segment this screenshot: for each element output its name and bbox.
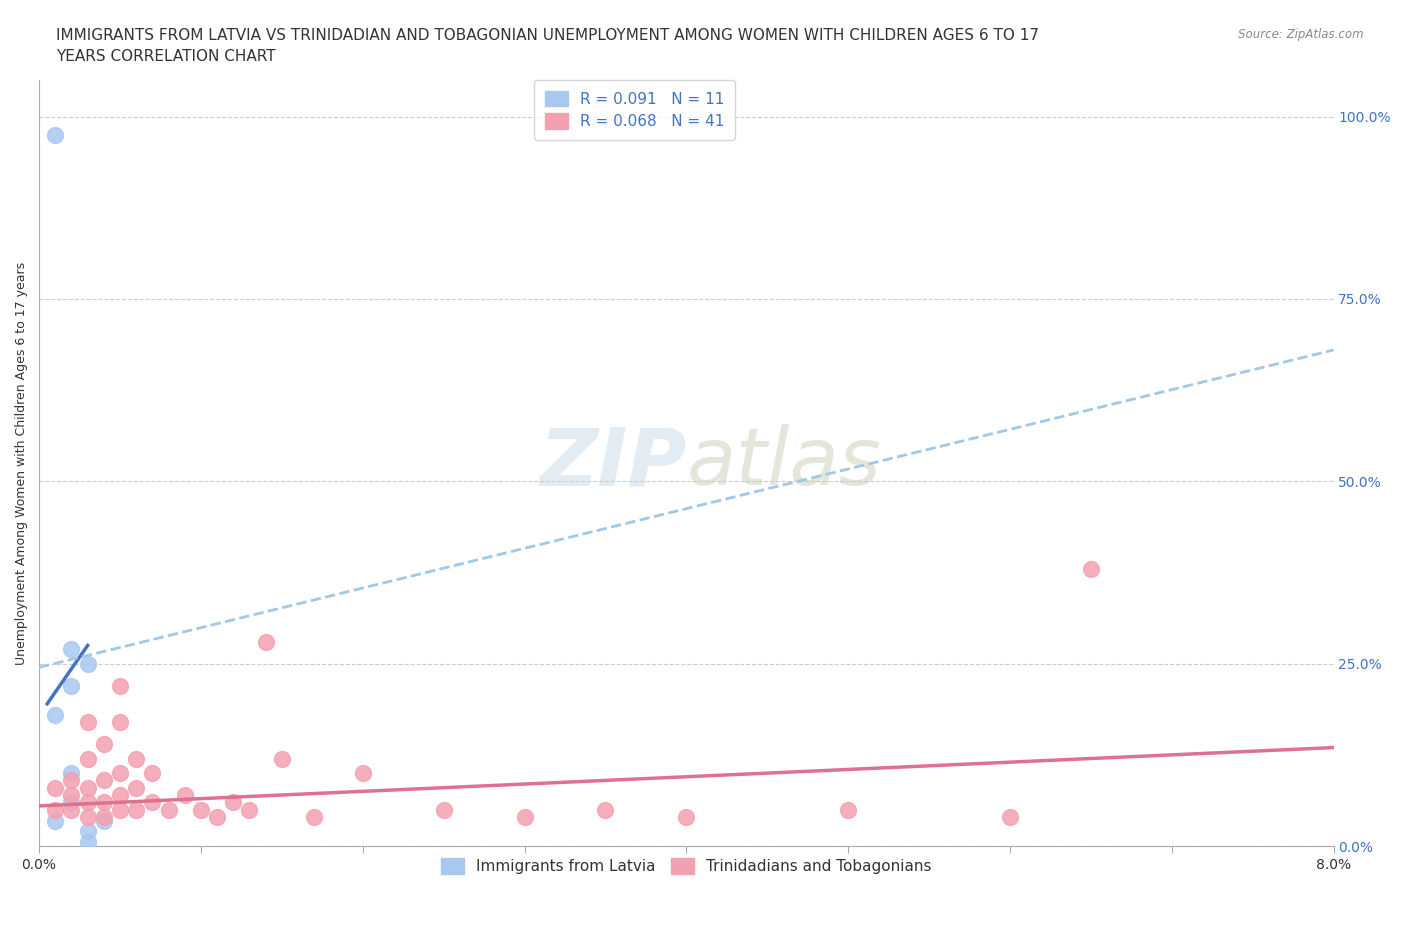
Point: [76, 780, 98, 795]
Point: [93, 813, 115, 828]
Point: [125, 803, 148, 817]
Point: [44, 127, 66, 142]
Text: atlas: atlas: [686, 424, 882, 502]
Point: [595, 803, 617, 817]
Point: [998, 809, 1021, 824]
Point: [302, 809, 325, 824]
Point: [76, 809, 98, 824]
Point: [108, 803, 131, 817]
Point: [238, 803, 260, 817]
Point: [837, 803, 859, 817]
Point: [254, 634, 277, 649]
Point: [108, 714, 131, 729]
Point: [60, 788, 83, 803]
Point: [60, 765, 83, 780]
Point: [44, 803, 66, 817]
Point: [76, 657, 98, 671]
Point: [108, 678, 131, 693]
Point: [44, 813, 66, 828]
Point: [76, 751, 98, 766]
Point: [76, 835, 98, 850]
Point: [433, 803, 456, 817]
Text: ZIP: ZIP: [538, 424, 686, 502]
Point: [76, 714, 98, 729]
Point: [141, 795, 163, 810]
Point: [76, 795, 98, 810]
Point: [76, 824, 98, 839]
Text: Source: ZipAtlas.com: Source: ZipAtlas.com: [1239, 28, 1364, 41]
Point: [60, 678, 83, 693]
Point: [1080, 562, 1102, 577]
Point: [675, 809, 697, 824]
Point: [222, 795, 245, 810]
Point: [352, 765, 374, 780]
Point: [44, 708, 66, 723]
Point: [270, 751, 292, 766]
Point: [190, 803, 212, 817]
Point: [60, 773, 83, 788]
Point: [108, 765, 131, 780]
Text: IMMIGRANTS FROM LATVIA VS TRINIDADIAN AND TOBAGONIAN UNEMPLOYMENT AMONG WOMEN WI: IMMIGRANTS FROM LATVIA VS TRINIDADIAN AN…: [56, 28, 1039, 64]
Point: [125, 751, 148, 766]
Point: [60, 795, 83, 810]
Point: [173, 788, 195, 803]
Point: [93, 809, 115, 824]
Point: [93, 773, 115, 788]
Point: [125, 780, 148, 795]
Point: [205, 809, 228, 824]
Y-axis label: Unemployment Among Women with Children Ages 6 to 17 years: Unemployment Among Women with Children A…: [15, 261, 28, 665]
Point: [157, 803, 180, 817]
Point: [93, 795, 115, 810]
Point: [513, 809, 536, 824]
Point: [44, 780, 66, 795]
Point: [141, 765, 163, 780]
Legend: Immigrants from Latvia, Trinidadians and Tobagonians: Immigrants from Latvia, Trinidadians and…: [434, 852, 938, 881]
Point: [60, 642, 83, 657]
Point: [93, 737, 115, 751]
Point: [108, 788, 131, 803]
Point: [60, 803, 83, 817]
